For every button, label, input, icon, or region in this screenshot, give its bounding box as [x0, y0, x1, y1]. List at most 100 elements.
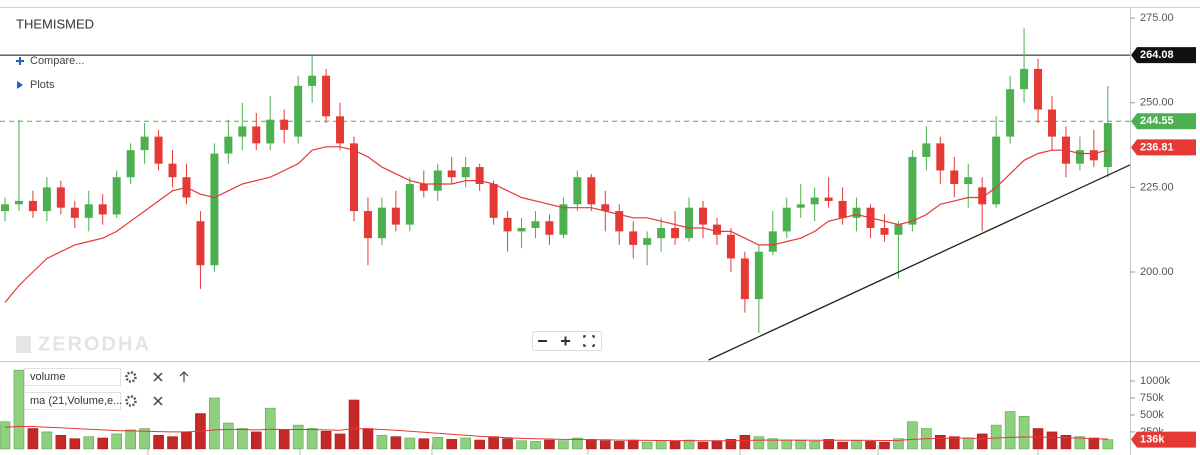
volume-bar — [586, 439, 597, 450]
volume-bar — [488, 436, 499, 450]
compare-label[interactable]: Compare... — [30, 55, 84, 67]
volume-bar — [181, 431, 192, 450]
volume-bar — [125, 429, 136, 450]
candle-body — [1006, 89, 1015, 137]
settings-icon[interactable] — [125, 395, 137, 407]
candle-body — [922, 143, 931, 157]
volume-bar — [1018, 416, 1030, 450]
volume-bar — [530, 441, 541, 450]
volume-bar — [0, 421, 11, 450]
candle-body — [992, 136, 1001, 205]
candle-body — [894, 224, 903, 235]
compare-button[interactable]: Compare... — [16, 55, 84, 67]
zoom-fit[interactable] — [583, 335, 595, 347]
volume-bar — [851, 440, 862, 450]
candle-body — [740, 258, 749, 300]
trendline — [708, 164, 1130, 361]
zoom-in[interactable] — [561, 336, 570, 346]
candle-body — [14, 200, 23, 205]
volume-bar — [599, 440, 611, 450]
legend-volume: volume — [30, 371, 65, 383]
volume-bar — [893, 438, 904, 450]
candle-body — [1034, 68, 1043, 110]
volume-bar — [1060, 435, 1072, 450]
plots-label[interactable]: Plots — [30, 79, 55, 91]
legend-box — [24, 368, 121, 386]
volume-bar — [223, 422, 234, 450]
volume-bar — [865, 441, 876, 450]
candle-body — [294, 85, 303, 137]
volume-bar — [320, 430, 332, 450]
volume-bar — [962, 437, 974, 450]
volume-bar — [1032, 428, 1044, 450]
axis-layer: 200.00 225.00 250.00 275.00 264.08 244.55 236.… — [1130, 12, 1196, 448]
candle-body — [559, 204, 568, 235]
y-tick-label: 250.00 — [1140, 97, 1174, 109]
candle-body — [112, 177, 121, 215]
volume-ma — [4, 426, 1108, 442]
candle-body — [391, 207, 400, 225]
compare-icon — [16, 57, 24, 65]
move-icon[interactable] — [179, 371, 189, 382]
volume-bar — [362, 428, 374, 450]
candle-body — [224, 136, 233, 154]
candle-body — [322, 75, 331, 117]
volume-bar — [683, 439, 695, 450]
candle-body — [685, 207, 694, 239]
candle-body — [419, 184, 428, 191]
price-tag-label: 236.81 — [1140, 141, 1174, 153]
candle-body — [908, 156, 917, 225]
candle-body — [336, 116, 345, 144]
candle-body — [447, 170, 456, 178]
volume-bar — [278, 429, 290, 450]
volume-bar — [1088, 437, 1100, 450]
candle-body — [852, 207, 861, 218]
plots-button[interactable]: Plots — [17, 79, 55, 91]
candle-body — [671, 228, 680, 239]
candle-body — [615, 211, 624, 232]
candle-body — [28, 200, 37, 212]
candle-body — [70, 207, 79, 218]
volume-bar — [111, 433, 122, 450]
candle-body — [266, 119, 275, 144]
candle-body — [475, 167, 484, 184]
close-icon[interactable] — [153, 396, 163, 406]
volume-bar — [264, 407, 276, 450]
volume-bar — [767, 438, 779, 450]
candle-body — [1103, 123, 1112, 168]
candle-body — [433, 170, 442, 191]
price-tag-label: 244.55 — [1140, 115, 1174, 127]
volume-bar — [209, 397, 220, 450]
volume-bar — [418, 438, 430, 450]
settings-icon[interactable] — [125, 371, 137, 383]
volume-bar — [669, 441, 681, 450]
volume-bar — [27, 428, 39, 450]
candle-body — [768, 231, 777, 252]
volume-bar — [781, 439, 793, 450]
candle-body — [964, 177, 973, 184]
volume-bar — [1074, 436, 1086, 450]
candle-body — [517, 228, 526, 232]
watermark: ZERODHA — [16, 333, 149, 355]
volume-pane — [0, 369, 1114, 450]
volume-bar — [376, 435, 388, 450]
candle-body — [824, 197, 833, 201]
candle-body — [461, 167, 470, 178]
close-icon[interactable] — [153, 372, 163, 382]
volume-bar — [879, 441, 890, 450]
volume-bar — [725, 439, 737, 450]
candle-body — [1, 204, 9, 212]
candle-body — [657, 228, 666, 239]
candle-body — [545, 221, 554, 235]
candle-body — [210, 153, 219, 266]
price-tag — [1131, 431, 1196, 448]
volume-bar — [655, 440, 667, 450]
candle-body — [363, 211, 372, 239]
volume-bar — [348, 399, 360, 450]
candle-body — [196, 221, 205, 266]
price-pane — [1, 28, 1130, 361]
y-tick-label: 275.00 — [1140, 12, 1174, 24]
candle-body — [98, 204, 107, 215]
